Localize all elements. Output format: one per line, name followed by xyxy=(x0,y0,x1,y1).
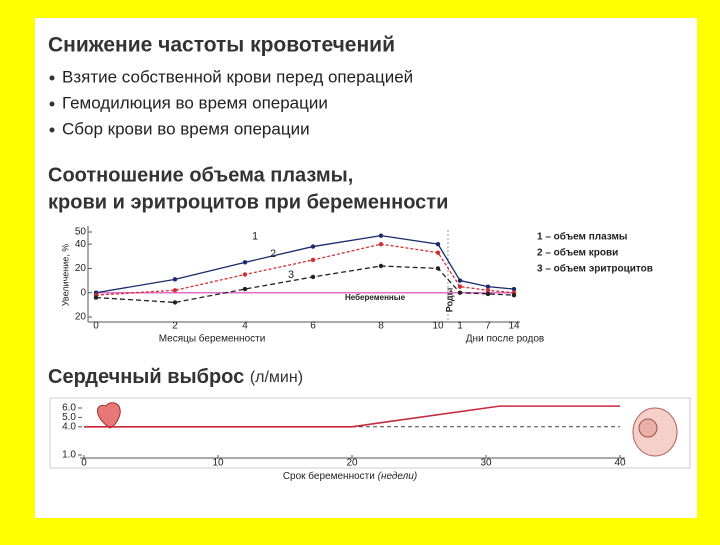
data-point xyxy=(378,233,384,238)
x-tick-label: 8 xyxy=(378,321,384,332)
data-point xyxy=(511,286,517,292)
x-tick-label: 2 xyxy=(172,321,178,332)
legend-entry: 1 – объем плазмы xyxy=(537,231,627,243)
data-point xyxy=(457,284,463,289)
bullet-dot xyxy=(49,101,55,107)
chart-title: Соотношение объема плазмы, xyxy=(48,164,353,186)
data-point xyxy=(485,284,491,289)
y-tick-label: 50 xyxy=(75,227,87,238)
bullet-text: Сбор крови во время операции xyxy=(62,119,310,138)
data-point xyxy=(242,286,248,292)
data-point xyxy=(435,266,441,271)
data-point xyxy=(93,295,99,300)
data-point xyxy=(457,278,463,283)
x-tick-label: 6 xyxy=(310,321,316,332)
y-tick-label: 1.0 xyxy=(62,450,76,461)
data-point xyxy=(511,292,517,298)
y-tick-label: 20 xyxy=(75,312,87,323)
heading: Снижение частоты кровотечений xyxy=(48,34,395,57)
x-tick-label: 10 xyxy=(212,458,224,469)
bullet-dot xyxy=(49,127,55,133)
x-axis-label-main: Срок беременности xyxy=(283,470,375,482)
data-point xyxy=(310,244,316,249)
bullet-text: Взятие собственной крови перед операцией xyxy=(62,67,413,86)
bullet-dot xyxy=(49,75,55,81)
data-point xyxy=(242,260,248,265)
bullet-text: Гемодилюция во время операции xyxy=(62,93,328,112)
y-tick-label: 40 xyxy=(75,239,87,250)
curve-label: 3 xyxy=(288,269,294,281)
chart-title: крови и эритроцитов при беременности xyxy=(48,191,448,213)
data-point xyxy=(242,272,248,277)
series-line xyxy=(84,405,620,428)
curve-label: 1 xyxy=(252,230,258,242)
x-tick-label: 7 xyxy=(485,321,491,332)
x-tick-label: 4 xyxy=(242,321,248,332)
y-tick-label: 5.0 xyxy=(62,412,76,423)
x-axis-label: Срок беременности (недели) xyxy=(283,470,417,482)
reference-label: Небеременные xyxy=(345,293,406,302)
x-tick-label: 10 xyxy=(432,321,444,332)
data-point xyxy=(435,250,441,255)
x-axis-label: Месяцы беременности xyxy=(159,333,266,345)
data-point xyxy=(310,274,316,280)
legend-entry: 2 – объем крови xyxy=(537,247,618,259)
x-axis-label: Дни после родов xyxy=(466,334,544,345)
data-point xyxy=(485,291,491,297)
y-tick-label: 20 xyxy=(75,263,87,274)
y-tick-label: 4.0 xyxy=(62,421,76,432)
x-tick-label: 30 xyxy=(480,458,492,469)
data-point xyxy=(378,263,384,269)
legend-entry: 3 – объем эритроцитов xyxy=(537,263,653,275)
chart-frame xyxy=(49,397,691,469)
chart-title: Сердечный выброс (л/мин) xyxy=(48,366,303,388)
x-tick-label: 20 xyxy=(346,458,358,469)
data-point xyxy=(435,241,441,247)
data-point xyxy=(172,288,178,293)
data-point xyxy=(172,277,178,282)
curve-label: 2 xyxy=(270,248,276,260)
data-point xyxy=(378,241,384,247)
fetus-icon xyxy=(632,407,678,457)
data-point xyxy=(172,300,178,305)
data-point xyxy=(310,257,316,263)
x-tick-label: 0 xyxy=(93,321,99,332)
x-tick-label: 40 xyxy=(614,458,626,469)
x-tick-label: 1 xyxy=(457,321,463,332)
birth-label: Роды xyxy=(444,287,454,312)
data-point xyxy=(457,290,463,295)
y-tick-label: 6.0 xyxy=(62,403,76,414)
x-axis-label-unit: (недели) xyxy=(378,471,418,482)
x-tick-label: 0 xyxy=(81,458,87,469)
heart-icon xyxy=(97,402,121,429)
x-tick-label: 14 xyxy=(508,321,520,332)
y-tick-label: 0 xyxy=(80,287,86,298)
y-axis-label: Увеличение, % xyxy=(60,244,70,307)
data-point xyxy=(485,288,491,293)
